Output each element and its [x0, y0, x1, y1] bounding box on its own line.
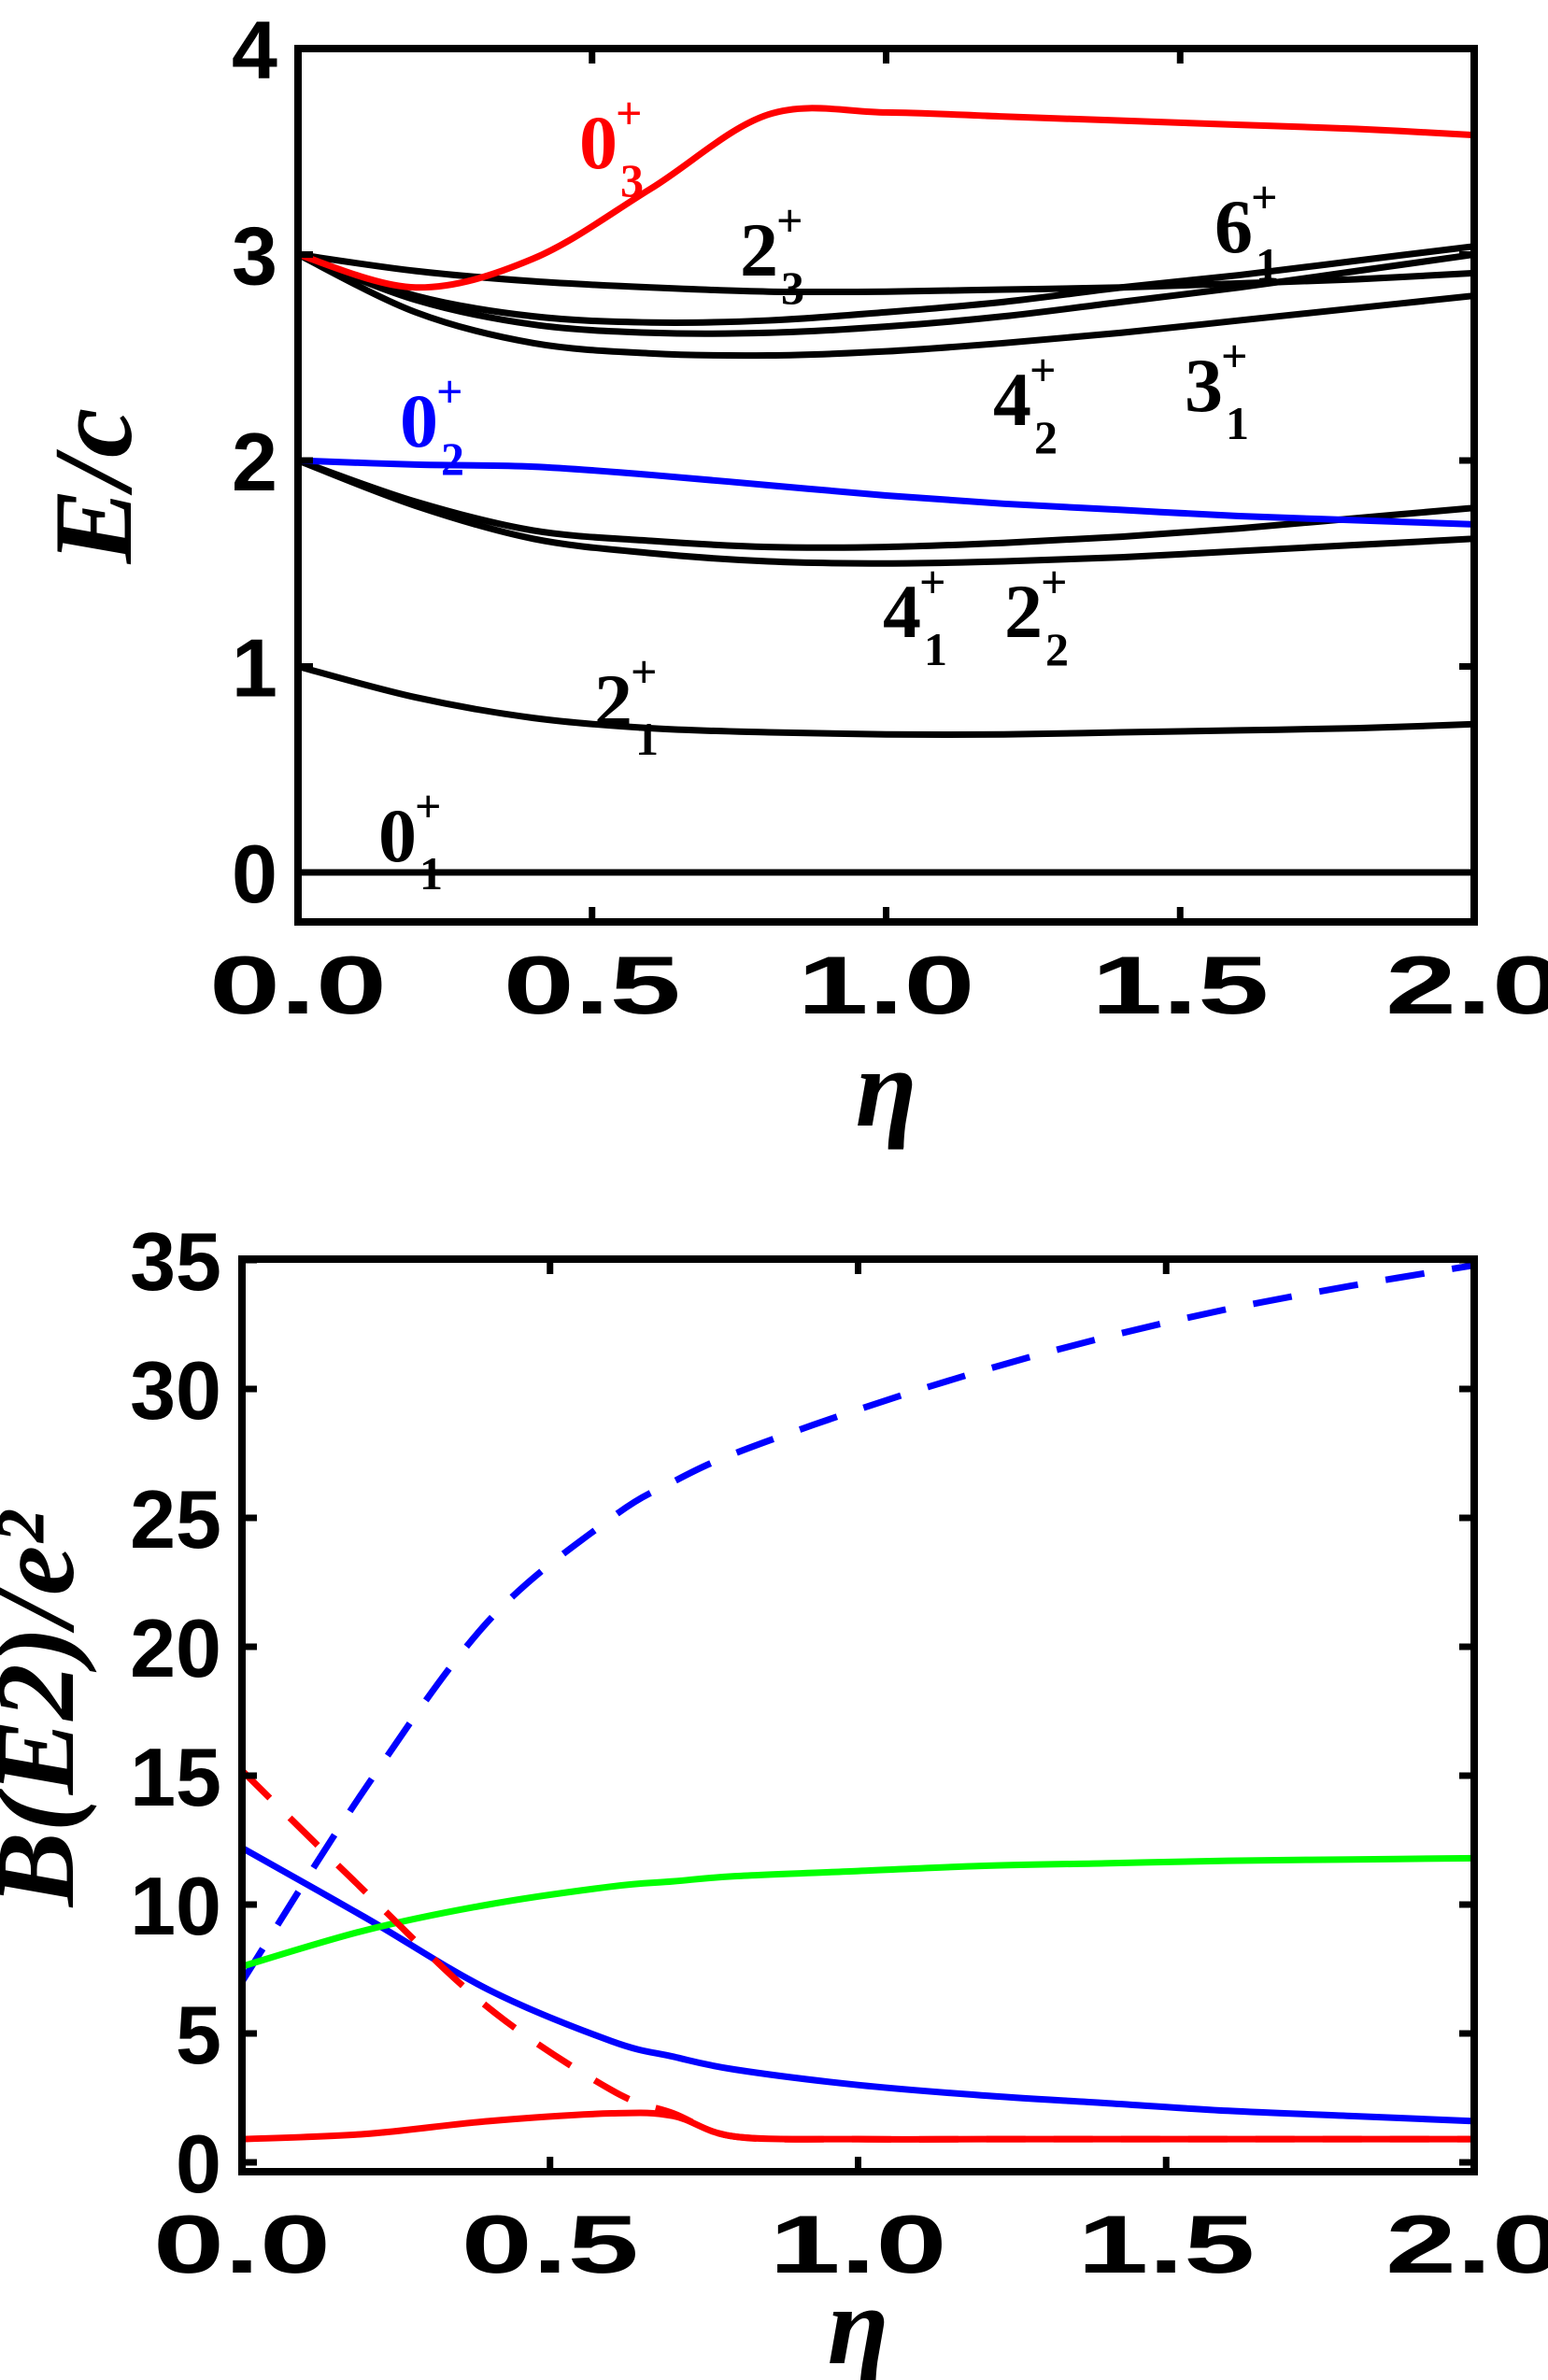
- y-tick-label: 0: [176, 2118, 221, 2210]
- x-tick-label: 2.0: [1385, 2198, 1548, 2290]
- series-group: [298, 105, 1474, 876]
- y-axis-label: E/c: [31, 408, 155, 565]
- x-axis-label: η: [856, 1026, 917, 1150]
- y-tick-label: 4: [232, 4, 277, 96]
- level-label: 0+ 1: [378, 780, 443, 900]
- series-line-4: [242, 2109, 1474, 2143]
- x-tick-label: 0.0: [153, 2198, 331, 2290]
- level-label: 2+ 3: [740, 194, 804, 314]
- x-tick-label: 1.0: [770, 2198, 947, 2290]
- y-tick-label: 3: [232, 210, 277, 303]
- y-tick-label: 2: [232, 416, 277, 508]
- y-tick-label: 0: [232, 828, 277, 920]
- level-label: 0+ 2: [400, 365, 464, 485]
- x-axis-label: η: [828, 2263, 889, 2380]
- level-label: 2+ 2: [1004, 556, 1069, 675]
- level-label: 2+ 1: [594, 645, 659, 765]
- y-tick-label: 10: [130, 1860, 221, 1952]
- x-tick-label: 2.0: [1385, 939, 1548, 1031]
- energy-panel: 0.0 0.5 1.0 1.5 2.0 0 1 2 3 4 η E/c 0+ 3 2+ 3 6+ 1 0+ 2 4+ 2 3…: [31, 4, 1548, 1150]
- level-label: 4+ 2: [993, 344, 1058, 463]
- series-line-5: [298, 251, 1474, 360]
- series-line-9: [298, 105, 1474, 291]
- y-tick-label: 15: [130, 1731, 221, 1823]
- x-tick-label: 0.5: [462, 2198, 639, 2290]
- y-tick-label: 30: [130, 1344, 221, 1437]
- series-line-7: [298, 243, 1474, 326]
- series-line-1: [242, 1845, 1474, 2125]
- y-axis-label: B(E2)/e²: [0, 1509, 97, 1909]
- y-tick-label: 1: [232, 622, 277, 715]
- be2-panel: 0.0 0.5 1.0 1.5 2.0 0 5 10 15 20 25 30 35 η B(E2)/e²: [0, 1215, 1548, 2380]
- plot-frame: [238, 1255, 1478, 2175]
- series-line-2: [298, 457, 1474, 551]
- series-group: [242, 1262, 1474, 2143]
- y-tick-label: 20: [130, 1602, 221, 1694]
- series-line-1: [298, 663, 1474, 739]
- level-label: 3+ 1: [1185, 330, 1249, 449]
- x-tick-label: 1.0: [798, 939, 975, 1031]
- x-tick-label: 1.5: [1077, 2198, 1255, 2290]
- level-label: 0+ 3: [579, 87, 644, 206]
- level-label: 4+ 1: [883, 556, 947, 675]
- y-tick-label: 25: [130, 1473, 221, 1565]
- series-line-8: [298, 251, 1474, 296]
- series-line-3: [298, 457, 1474, 567]
- x-tick-label: 0.0: [209, 939, 387, 1031]
- y-tick-label: 35: [130, 1215, 221, 1308]
- y-tick-label: 5: [176, 1989, 221, 2081]
- series-line-0: [242, 1262, 1474, 1984]
- level-label: 6+ 1: [1214, 171, 1279, 290]
- x-tick-label: 0.5: [504, 939, 681, 1031]
- plot-frame: [294, 45, 1478, 926]
- x-tick-label: 1.5: [1091, 939, 1269, 1031]
- series-line-4: [298, 457, 1474, 528]
- series-line-2: [242, 1854, 1474, 1970]
